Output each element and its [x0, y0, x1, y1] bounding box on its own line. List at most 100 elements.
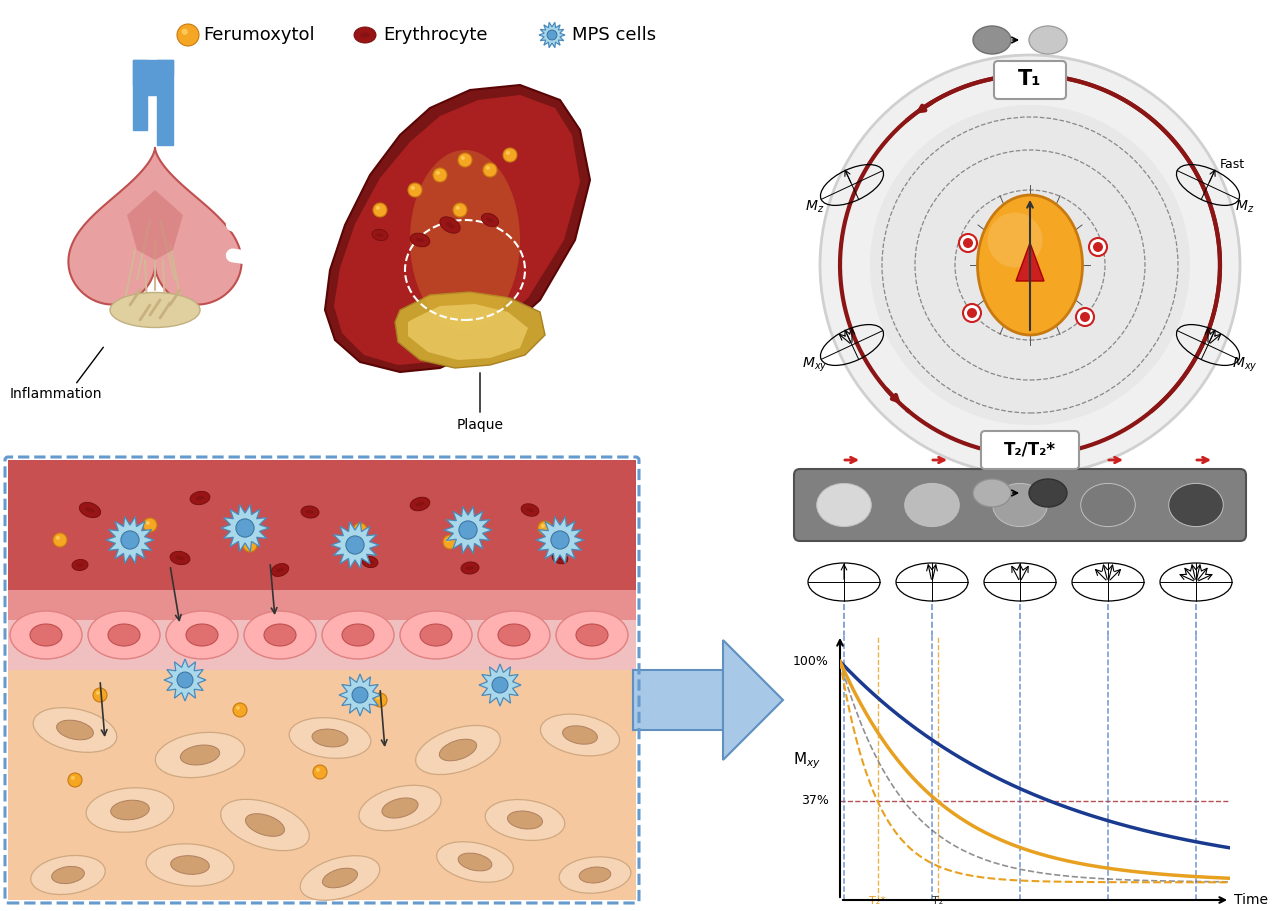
- Circle shape: [182, 28, 188, 35]
- Ellipse shape: [1169, 484, 1224, 527]
- Ellipse shape: [29, 624, 61, 646]
- Ellipse shape: [552, 552, 568, 564]
- Ellipse shape: [196, 496, 205, 500]
- Text: M$_z$: M$_z$: [805, 199, 824, 215]
- Ellipse shape: [244, 611, 316, 659]
- Circle shape: [493, 685, 507, 699]
- Circle shape: [146, 521, 150, 525]
- Circle shape: [236, 519, 255, 537]
- Text: Time: Time: [1234, 893, 1267, 907]
- Polygon shape: [479, 664, 521, 706]
- Circle shape: [246, 541, 250, 545]
- Polygon shape: [325, 85, 590, 372]
- Polygon shape: [68, 148, 242, 304]
- Ellipse shape: [416, 238, 425, 242]
- Ellipse shape: [51, 866, 84, 884]
- Ellipse shape: [372, 230, 388, 241]
- Ellipse shape: [342, 624, 374, 646]
- Ellipse shape: [1029, 26, 1068, 54]
- Ellipse shape: [358, 785, 442, 831]
- Ellipse shape: [436, 842, 513, 882]
- Ellipse shape: [410, 150, 520, 330]
- Ellipse shape: [521, 504, 539, 517]
- Ellipse shape: [416, 502, 425, 507]
- Polygon shape: [332, 522, 379, 568]
- Ellipse shape: [445, 222, 454, 228]
- Bar: [8, 460, 636, 590]
- Polygon shape: [339, 674, 381, 716]
- Text: 37%: 37%: [801, 794, 828, 807]
- Circle shape: [492, 677, 508, 693]
- Ellipse shape: [180, 745, 220, 765]
- Circle shape: [458, 153, 472, 167]
- Text: M$_{xy}$: M$_{xy}$: [794, 751, 822, 772]
- Circle shape: [461, 156, 465, 159]
- Polygon shape: [408, 304, 529, 360]
- Ellipse shape: [289, 718, 371, 758]
- Ellipse shape: [33, 708, 116, 752]
- Ellipse shape: [556, 611, 628, 659]
- Ellipse shape: [410, 233, 430, 247]
- Circle shape: [1080, 312, 1091, 322]
- Ellipse shape: [486, 218, 494, 222]
- Circle shape: [456, 206, 460, 210]
- Polygon shape: [444, 507, 492, 553]
- Ellipse shape: [420, 624, 452, 646]
- Circle shape: [376, 206, 380, 210]
- Ellipse shape: [498, 624, 530, 646]
- Circle shape: [1093, 242, 1103, 252]
- FancyBboxPatch shape: [995, 61, 1066, 99]
- Ellipse shape: [1080, 484, 1135, 527]
- Circle shape: [353, 523, 367, 537]
- Ellipse shape: [220, 799, 310, 851]
- Polygon shape: [133, 60, 147, 130]
- Ellipse shape: [301, 506, 319, 518]
- Polygon shape: [334, 95, 580, 365]
- Text: Plaque: Plaque: [457, 418, 503, 432]
- Ellipse shape: [507, 811, 543, 829]
- Circle shape: [506, 151, 509, 155]
- Text: 100%: 100%: [792, 655, 828, 668]
- Circle shape: [372, 203, 387, 217]
- Circle shape: [436, 171, 440, 175]
- Circle shape: [56, 536, 60, 540]
- Circle shape: [233, 703, 247, 717]
- Ellipse shape: [439, 739, 476, 761]
- Ellipse shape: [306, 510, 314, 514]
- Circle shape: [445, 537, 449, 542]
- Text: T₂: T₂: [932, 896, 943, 906]
- Text: T₁: T₁: [1019, 69, 1042, 89]
- Ellipse shape: [110, 292, 200, 327]
- Circle shape: [443, 535, 457, 549]
- Ellipse shape: [360, 33, 370, 37]
- Text: M$_{xy}$: M$_{xy}$: [1233, 356, 1258, 374]
- Polygon shape: [106, 517, 154, 563]
- Text: T₂/T₂*: T₂/T₂*: [1004, 441, 1056, 459]
- Circle shape: [966, 308, 977, 318]
- Circle shape: [1089, 238, 1107, 256]
- Ellipse shape: [271, 564, 289, 577]
- Ellipse shape: [563, 726, 598, 744]
- FancyBboxPatch shape: [794, 469, 1245, 541]
- Circle shape: [346, 536, 364, 554]
- Circle shape: [68, 773, 82, 787]
- Circle shape: [93, 688, 108, 702]
- Circle shape: [547, 30, 557, 40]
- Ellipse shape: [276, 568, 284, 572]
- Circle shape: [408, 183, 422, 197]
- Circle shape: [541, 524, 545, 527]
- Text: T₂*: T₂*: [869, 896, 886, 906]
- Circle shape: [243, 538, 257, 552]
- Circle shape: [959, 234, 977, 252]
- Circle shape: [460, 521, 477, 539]
- Polygon shape: [723, 640, 783, 760]
- Ellipse shape: [88, 611, 160, 659]
- Circle shape: [143, 518, 157, 532]
- Circle shape: [550, 531, 570, 549]
- Polygon shape: [157, 60, 173, 145]
- Circle shape: [177, 24, 198, 46]
- Ellipse shape: [817, 484, 872, 527]
- Text: MPS cells: MPS cells: [572, 26, 657, 44]
- Circle shape: [486, 166, 490, 169]
- Ellipse shape: [559, 857, 631, 893]
